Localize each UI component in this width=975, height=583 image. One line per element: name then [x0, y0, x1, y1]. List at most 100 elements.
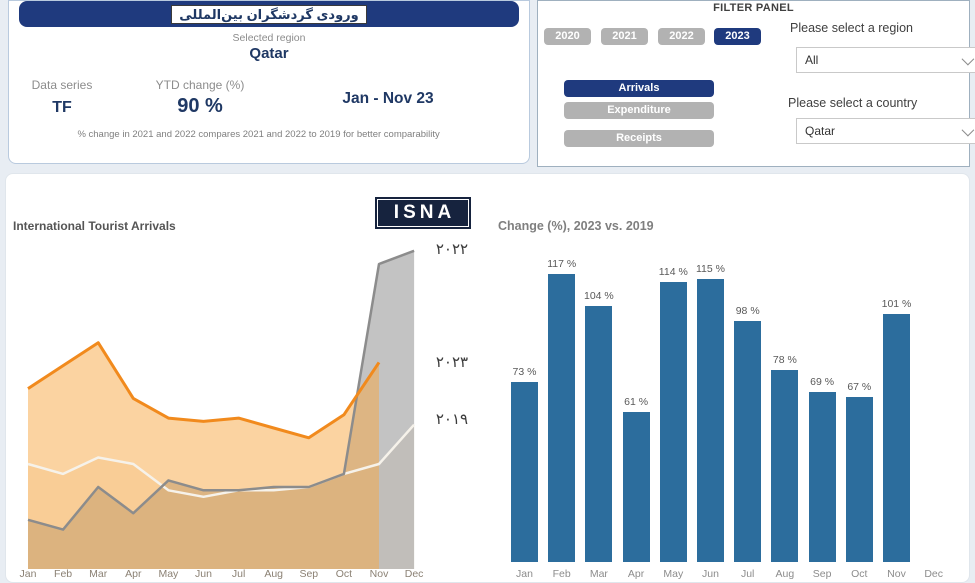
- bar-x-tick-mar: Mar: [589, 568, 608, 580]
- charts-panel: International Tourist Arrivals ISNA Jan F…: [5, 173, 970, 583]
- bar-feb[interactable]: [548, 274, 576, 562]
- bar-x-tick-jan: Jan: [516, 568, 533, 580]
- filter-panel: FILTER PANEL 2020 2021 2022 2023 Arrival…: [537, 0, 975, 167]
- kpi-card: ورودی گردشگران بین‌المللی Selected regio…: [8, 0, 530, 164]
- series-line-2023: [27, 341, 381, 440]
- bar-aug[interactable]: [771, 370, 799, 562]
- bar-column-jun: 115 % Jun: [692, 241, 729, 580]
- bar-column-nov: 101 % Nov: [878, 241, 915, 580]
- area-x-tick-may: May: [158, 568, 179, 580]
- data-series-label: Data series: [31, 78, 93, 92]
- area-x-tick-aug: Aug: [264, 568, 284, 580]
- area-chart-x-axis: Jan Feb Mar Apr May Jun Jul Aug Sep Oct Nov Dec: [6, 568, 446, 582]
- bar-oct[interactable]: [845, 397, 873, 562]
- bar-column-feb: 117 % Feb: [543, 241, 580, 580]
- bar-value-label-apr: 61 %: [624, 395, 649, 408]
- chevron-down-icon: [961, 52, 975, 65]
- bar-jul[interactable]: [734, 321, 762, 562]
- bar-column-may: 114 % May: [655, 241, 692, 580]
- area-chart-title: International Tourist Arrivals: [13, 219, 176, 233]
- bar-value-label-jan: 73 %: [512, 366, 537, 379]
- metric-button-expenditure[interactable]: Expenditure: [564, 102, 714, 119]
- bar-jan[interactable]: [511, 382, 538, 562]
- selected-region-label: Selected region: [232, 32, 306, 44]
- filter-panel-title: FILTER PANEL: [713, 2, 794, 14]
- bar-mar[interactable]: [585, 306, 613, 562]
- area-x-tick-jun: Jun: [195, 568, 212, 580]
- bar-x-tick-nov: Nov: [887, 568, 906, 580]
- bar-x-tick-apr: Apr: [627, 568, 645, 580]
- selected-region-value: Qatar: [249, 45, 289, 62]
- bar-x-tick-dec: Dec: [924, 568, 944, 580]
- ytd-change-block: YTD change (%) 90 %: [144, 78, 256, 118]
- series-line-2019: [27, 423, 416, 499]
- bar-column-dec: Dec: [915, 241, 952, 580]
- bar-apr[interactable]: [622, 412, 650, 562]
- bar-value-label-may: 114 %: [658, 265, 688, 278]
- period-label: Jan - Nov 23: [342, 90, 434, 107]
- region-select-value: All: [805, 53, 819, 67]
- area-x-tick-apr: Apr: [125, 568, 142, 580]
- bar-column-jul: 98 % Jul: [729, 241, 766, 580]
- country-select[interactable]: Qatar: [796, 118, 975, 144]
- area-x-tick-nov: Nov: [369, 568, 389, 580]
- bar-nov[interactable]: [883, 314, 910, 562]
- bar-x-tick-feb: Feb: [552, 568, 571, 580]
- area-x-tick-dec: Dec: [404, 568, 424, 580]
- bar-column-oct: 67 % Oct: [841, 241, 878, 580]
- bar-value-label-nov: 101 %: [881, 297, 912, 310]
- bar-column-mar: 104 % Mar: [580, 241, 617, 580]
- isna-logo-text: ISNA: [377, 199, 469, 227]
- year-button-2021[interactable]: 2021: [601, 28, 648, 45]
- bar-may[interactable]: [659, 282, 687, 562]
- series-line-2022: [27, 249, 415, 531]
- data-series-block: Data series TF: [23, 78, 101, 117]
- bar-column-aug: 78 % Aug: [766, 241, 803, 580]
- metric-button-receipts[interactable]: Receipts: [564, 130, 714, 147]
- area-x-tick-jan: Jan: [19, 568, 37, 580]
- ytd-change-value: 90 %: [177, 95, 223, 117]
- series-label-2019: ۲۰۱۹: [435, 411, 469, 428]
- ytd-change-label: YTD change (%): [155, 78, 245, 92]
- bar-column-jan: 73 % Jan: [506, 241, 543, 580]
- bar-x-tick-may: May: [663, 568, 684, 580]
- region-select-label: Please select a region: [790, 21, 913, 35]
- bar-x-tick-aug: Aug: [775, 568, 795, 580]
- series-label-2022: ۲۰۲۲: [435, 241, 469, 258]
- year-button-2023[interactable]: 2023: [714, 28, 761, 45]
- metric-button-arrivals[interactable]: Arrivals: [564, 80, 714, 97]
- region-select[interactable]: All: [796, 47, 975, 73]
- area-x-tick-oct: Oct: [335, 568, 353, 580]
- bar-value-label-feb: 117 %: [547, 258, 577, 271]
- arrivals-area-chart: [27, 249, 416, 570]
- bar-x-tick-jun: Jun: [702, 568, 719, 580]
- bar-x-tick-oct: Oct: [851, 568, 868, 580]
- area-x-tick-feb: Feb: [54, 568, 73, 580]
- country-select-value: Qatar: [805, 124, 836, 138]
- bar-value-label-mar: 104 %: [584, 290, 614, 303]
- isna-logo: ISNA: [375, 197, 471, 229]
- kpi-footnote: % change in 2021 and 2022 compares 2021 …: [77, 129, 440, 140]
- area-x-tick-jul: Jul: [231, 568, 246, 580]
- bar-sep[interactable]: [808, 392, 836, 562]
- bar-column-apr: 61 % Apr: [618, 241, 655, 580]
- area-fill-2023: [28, 342, 379, 569]
- area-x-tick-sep: Sep: [299, 568, 319, 580]
- change-bar-chart: 73 % Jan 117 % Feb 104 % Mar 61 % Apr 114 % May 11…: [506, 241, 954, 580]
- area-x-tick-mar: Mar: [89, 568, 108, 580]
- bar-jun[interactable]: [697, 279, 724, 562]
- kpi-header-bar: ورودی گردشگران بین‌المللی: [19, 1, 519, 27]
- bar-value-label-oct: 67 %: [847, 381, 872, 394]
- bar-x-tick-sep: Sep: [812, 568, 832, 580]
- bar-value-label-aug: 78 %: [772, 354, 797, 367]
- bar-column-sep: 69 % Sep: [804, 241, 841, 580]
- country-select-label: Please select a country: [788, 96, 918, 110]
- bar-x-tick-jul: Jul: [740, 568, 755, 580]
- year-button-2022[interactable]: 2022: [658, 28, 705, 45]
- series-label-2023: ۲۰۲۳: [435, 354, 469, 371]
- year-button-2020[interactable]: 2020: [544, 28, 591, 45]
- bar-value-label-jun: 115 %: [696, 263, 725, 276]
- bar-value-label-sep: 69 %: [810, 376, 835, 389]
- kpi-title-persian: ورودی گردشگران بین‌المللی: [171, 4, 367, 24]
